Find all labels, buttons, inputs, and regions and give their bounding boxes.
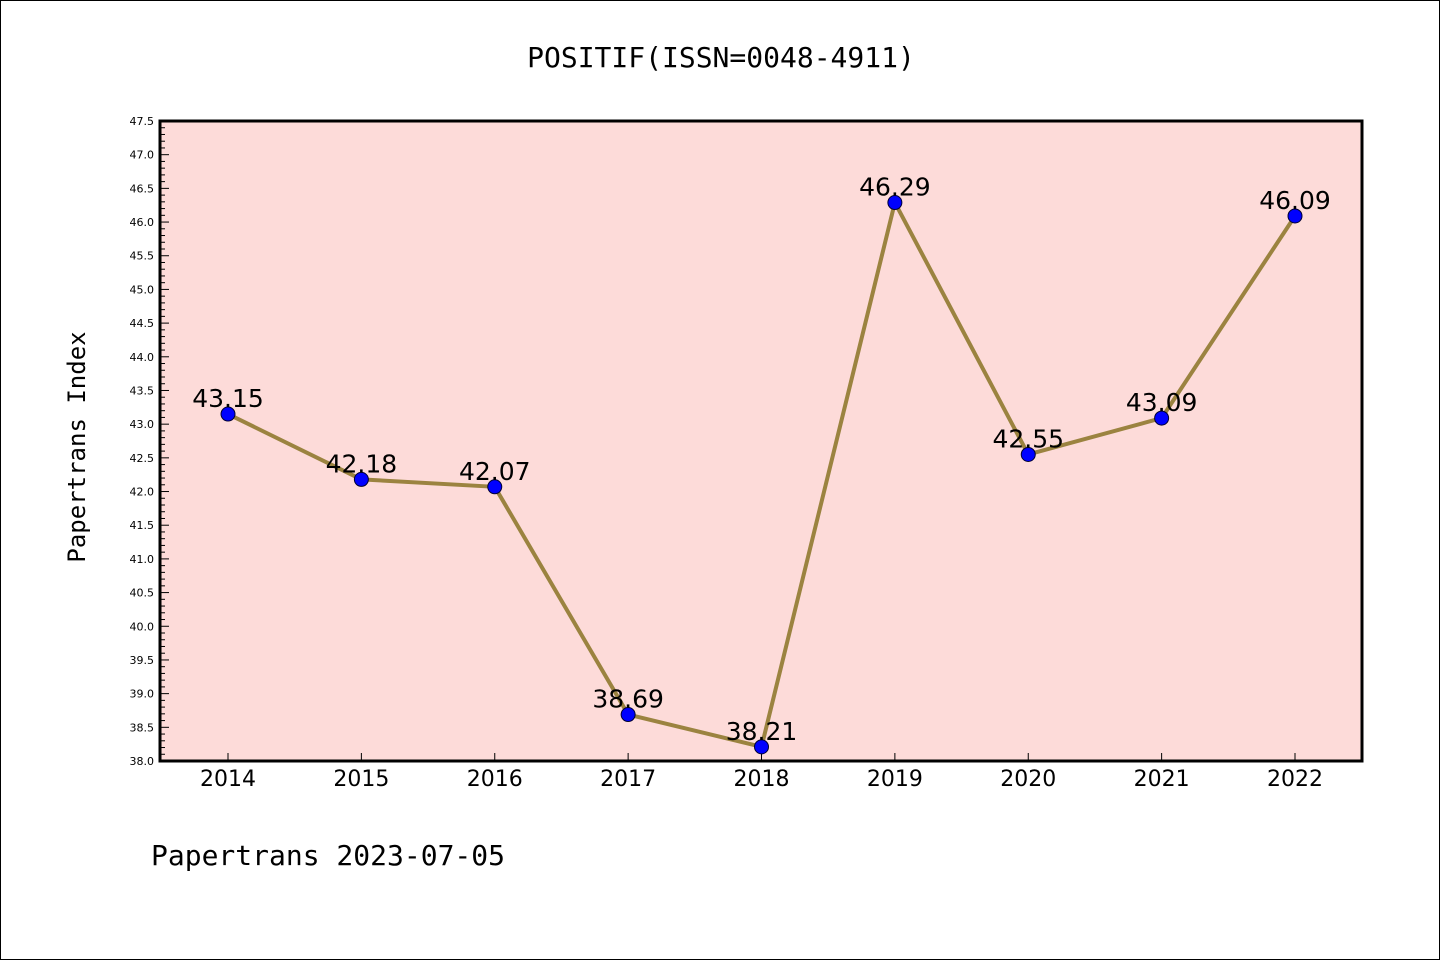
y-axis: 38.0 38.5 39.0 39.5 40.0 40.5 41.0 41.5 42.0 42.5… [130,115,169,768]
data-point [1154,410,1170,426]
data-label: 43.09 [1126,388,1198,417]
data-point [487,479,503,495]
series-group: 43.15 42.18 42.07 38.69 38.21 46.29 42.55 43.09… [192,173,1331,755]
data-label: 46.09 [1259,186,1331,215]
y-tick-label: 38.5 [130,721,155,734]
chart-title: POSITIF(ISSN=0048-4911) [527,41,915,74]
x-tick-label: 2017 [600,767,656,792]
x-tick-label: 2020 [1000,767,1056,792]
y-tick-label: 44.0 [130,351,155,364]
y-tick-label: 41.0 [130,553,155,566]
data-label: 38.21 [726,717,798,746]
x-tick-label: 2021 [1134,767,1190,792]
data-point [1287,208,1303,224]
y-tick-label: 43.5 [130,384,155,397]
data-label: 42.07 [459,457,531,486]
x-tick-label: 2018 [734,767,790,792]
y-tick-label: 41.5 [130,519,155,532]
y-tick-label: 44.5 [130,317,155,330]
y-tick-label: 46.0 [130,216,155,229]
footer-credit: Papertrans 2023-07-05 [151,839,505,872]
data-point [220,406,236,422]
y-tick-label: 45.0 [130,283,155,296]
y-tick-label: 40.5 [130,587,155,600]
plot-area [158,119,1364,763]
data-point [1020,446,1036,462]
x-tick-label: 2019 [867,767,923,792]
y-tick-label: 40.0 [130,620,155,633]
data-label: 46.29 [859,173,931,202]
x-tick-label: 2016 [467,767,523,792]
y-tick-label: 42.5 [130,452,155,465]
y-tick-label: 46.5 [130,182,155,195]
data-label: 42.55 [992,424,1064,453]
y-tick-label: 47.0 [130,149,155,162]
y-tick-label: 43.0 [130,418,155,431]
data-point [620,707,636,723]
data-label: 43.15 [192,384,264,413]
y-tick-label: 45.5 [130,250,155,263]
y-tick-label: 38.0 [130,755,155,768]
x-tick-label: 2022 [1267,767,1323,792]
data-point [887,195,903,211]
data-label: 38.69 [592,685,664,714]
y-tick-label: 39.5 [130,654,155,667]
y-tick-label: 42.0 [130,486,155,499]
data-point [754,739,769,755]
x-tick-label: 2014 [200,767,256,792]
data-label: 42.18 [326,449,398,478]
y-tick-label: 39.0 [130,688,155,701]
y-tick-label: 47.5 [130,115,155,128]
x-tick-label: 2015 [333,767,389,792]
x-axis: 2014 2015 2016 2017 2018 2019 2020 2021 2022 [200,753,1323,792]
data-point [353,471,369,487]
y-axis-label: Papertrans Index [63,331,91,562]
